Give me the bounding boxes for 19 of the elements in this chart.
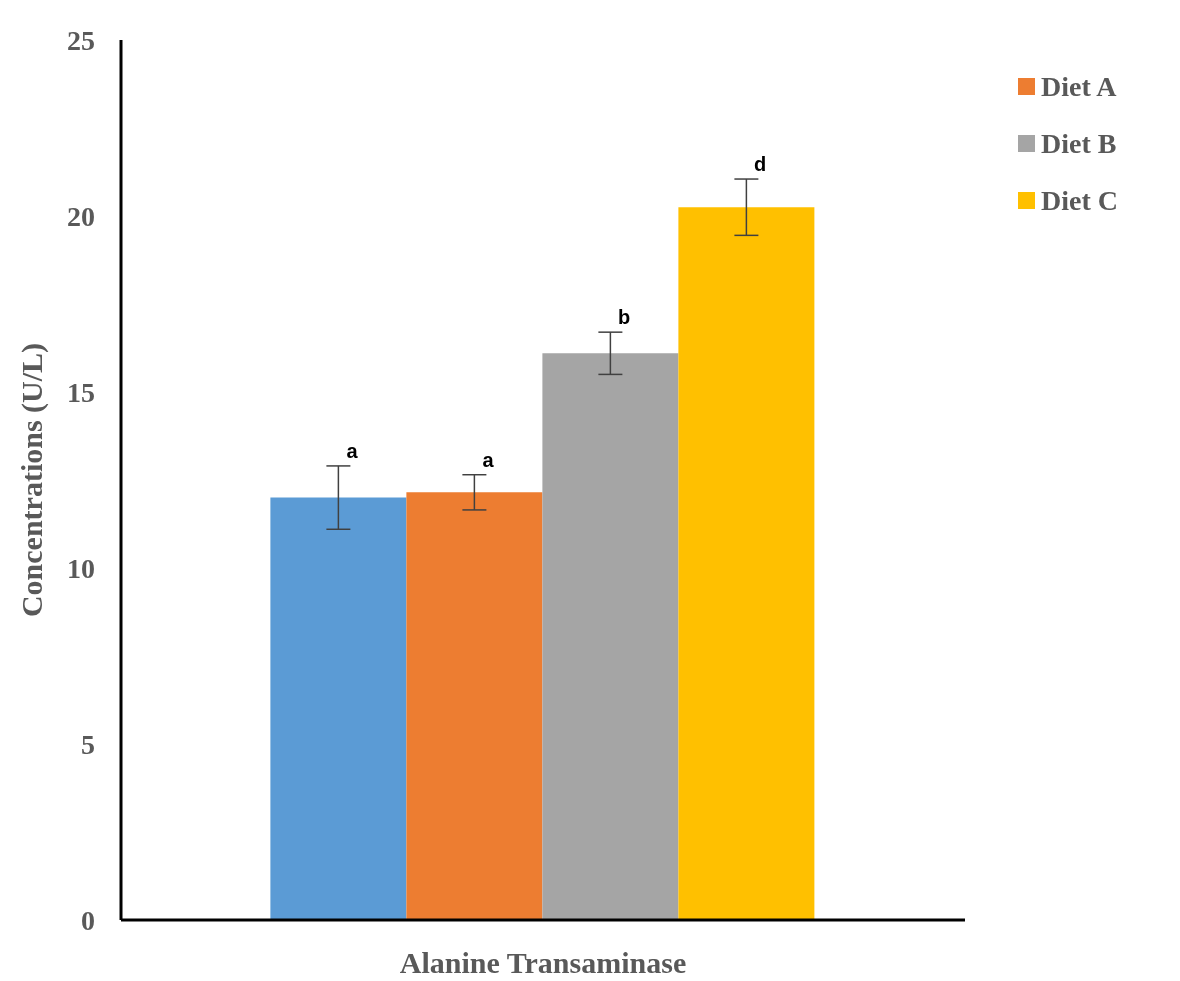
y-tick-label: 25 <box>67 24 95 56</box>
y-tick-label: 20 <box>67 200 95 232</box>
y-tick-label: 0 <box>81 904 95 936</box>
y-tick-label: 15 <box>67 376 95 408</box>
y-tick-label: 5 <box>81 728 95 760</box>
data-label: a <box>482 448 495 471</box>
bar <box>406 492 543 920</box>
data-label: d <box>753 153 767 176</box>
data-label: a <box>346 439 359 462</box>
bar <box>270 497 407 920</box>
x-axis-title: Alanine Transaminase <box>399 946 687 979</box>
legend-label: Diet B <box>1041 127 1117 160</box>
bar <box>542 353 679 920</box>
legend-label: Diet A <box>1041 70 1117 103</box>
bar <box>678 207 815 920</box>
legend-label: Diet C <box>1041 184 1118 217</box>
y-axis-title: Concentrations (U/L) <box>14 342 49 618</box>
data-label: b <box>617 306 631 329</box>
y-tick-label: 10 <box>67 552 95 584</box>
